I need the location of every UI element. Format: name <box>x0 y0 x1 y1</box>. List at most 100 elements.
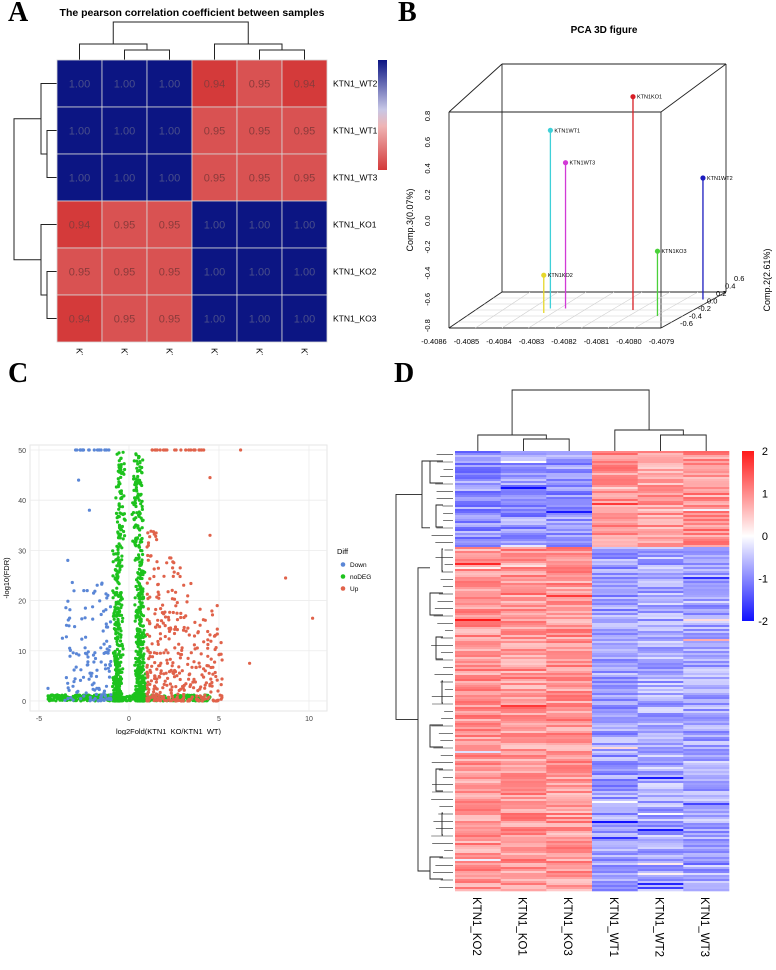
volcano-point <box>145 592 149 596</box>
heatmap-cell <box>455 465 501 468</box>
heatmap-cell <box>455 539 501 542</box>
heatmap-cell <box>500 457 547 460</box>
heatmap-cell <box>500 545 547 548</box>
volcano-point <box>177 665 181 669</box>
volcano-point <box>134 635 138 639</box>
heatmap-cell <box>500 679 547 682</box>
heatmap-cell <box>546 467 593 470</box>
volcano-point <box>119 491 123 496</box>
heatmap-cell <box>455 459 501 462</box>
heatmap-cell <box>500 507 547 510</box>
heatmap-cell <box>637 885 684 888</box>
heatmap-cell <box>683 807 730 810</box>
volcano-point <box>87 448 91 452</box>
volcano-point <box>137 556 141 560</box>
heatmap-cell <box>683 467 730 470</box>
heatmap-cell <box>546 603 593 606</box>
heatmap-cell <box>546 731 593 734</box>
heatmap-cell <box>637 487 684 490</box>
volcano-point <box>208 533 212 537</box>
volcano-point <box>136 571 140 575</box>
heatmap-cell <box>637 795 684 798</box>
volcano-point <box>203 686 207 690</box>
heatmap-cell <box>592 621 638 624</box>
heatmap-cell <box>683 509 730 512</box>
heatmap-cell <box>500 835 547 838</box>
heatmap-cell <box>683 675 730 678</box>
heatmap-cell <box>683 465 730 468</box>
heatmap-cell <box>500 497 547 500</box>
heatmap-cell <box>455 669 501 672</box>
heatmap-cell <box>637 563 684 566</box>
heatmap-cell <box>455 833 501 836</box>
heatmap-cell <box>455 671 501 674</box>
volcano-point <box>116 606 120 610</box>
heatmap-cell <box>592 545 638 548</box>
heatmap-cell <box>500 759 547 762</box>
volcano-point <box>175 618 180 622</box>
heatmap-cell <box>637 601 684 604</box>
expression-heatmap: KTN1_KO2 KTN1_KO1 KTN1_KO3 KTN1_WT1 KTN1_WT2… <box>395 389 768 957</box>
heatmap-cell <box>637 789 684 792</box>
heatmap-cell <box>546 619 593 622</box>
volcano-point <box>162 672 166 676</box>
volcano-point <box>190 665 194 669</box>
heatmap-cell <box>592 553 638 556</box>
heatmap-cell <box>500 565 547 568</box>
heatmap-cell <box>500 655 547 658</box>
heatmap-cell <box>455 763 501 766</box>
heatmap-cell <box>592 591 638 594</box>
heatmap-cell <box>546 813 593 816</box>
heatmap-cell <box>500 659 547 662</box>
volcano-point <box>210 684 214 688</box>
heatmap-cell <box>637 477 684 480</box>
heatmap-cell <box>546 763 593 766</box>
heatmap-cell <box>592 605 638 608</box>
volcano-point <box>218 693 222 697</box>
volcano-point <box>138 540 142 544</box>
volcano-point <box>141 569 145 573</box>
heatmap-cell <box>455 693 501 696</box>
volcano-point <box>95 583 99 587</box>
heatmap-cell <box>637 739 684 742</box>
volcano-point <box>138 533 142 537</box>
panel-label-c: C <box>8 358 29 389</box>
heatmap-cell <box>683 611 730 614</box>
heatmap-cell <box>637 727 684 730</box>
volcano-point <box>195 646 199 650</box>
heatmap-cell <box>637 467 684 470</box>
dendrogram-branch <box>429 856 443 880</box>
heatmap-cell <box>683 591 730 594</box>
heatmap-cell <box>683 631 730 634</box>
pca-point <box>700 175 706 181</box>
heatmap-cell <box>455 681 501 684</box>
heatmap-cell <box>455 751 501 754</box>
z-axis-label: Comp.2(2.61%) <box>762 248 772 311</box>
heatmap-cell <box>637 725 684 728</box>
volcano-point <box>158 448 162 452</box>
heatmap-cell <box>546 821 593 824</box>
row-label: KTN1_WT3 <box>333 173 378 183</box>
volcano-point <box>109 659 113 664</box>
x-tick: -0.4086 <box>421 337 446 346</box>
volcano-point <box>207 671 211 675</box>
heatmap-cell <box>637 807 684 810</box>
heatmap-cell <box>455 877 501 880</box>
heatmap-cell <box>455 533 501 536</box>
heatmap-cell <box>683 533 730 536</box>
volcano-point <box>81 448 85 452</box>
heatmap-cell <box>683 841 730 844</box>
volcano-point <box>168 610 172 614</box>
volcano-point <box>156 583 160 587</box>
heatmap-cell <box>592 529 638 532</box>
dendrogram-branch <box>435 504 443 528</box>
volcano-point <box>72 680 76 684</box>
heatmap-cell <box>683 693 730 696</box>
y-tick: 40 <box>18 498 26 505</box>
heatmap-cell <box>500 875 547 878</box>
heatmap-cell <box>592 703 638 706</box>
heatmap-cell <box>683 829 730 832</box>
heatmap-cell <box>683 823 730 826</box>
heatmap-cell <box>455 851 501 854</box>
heatmap-cell <box>455 797 501 800</box>
